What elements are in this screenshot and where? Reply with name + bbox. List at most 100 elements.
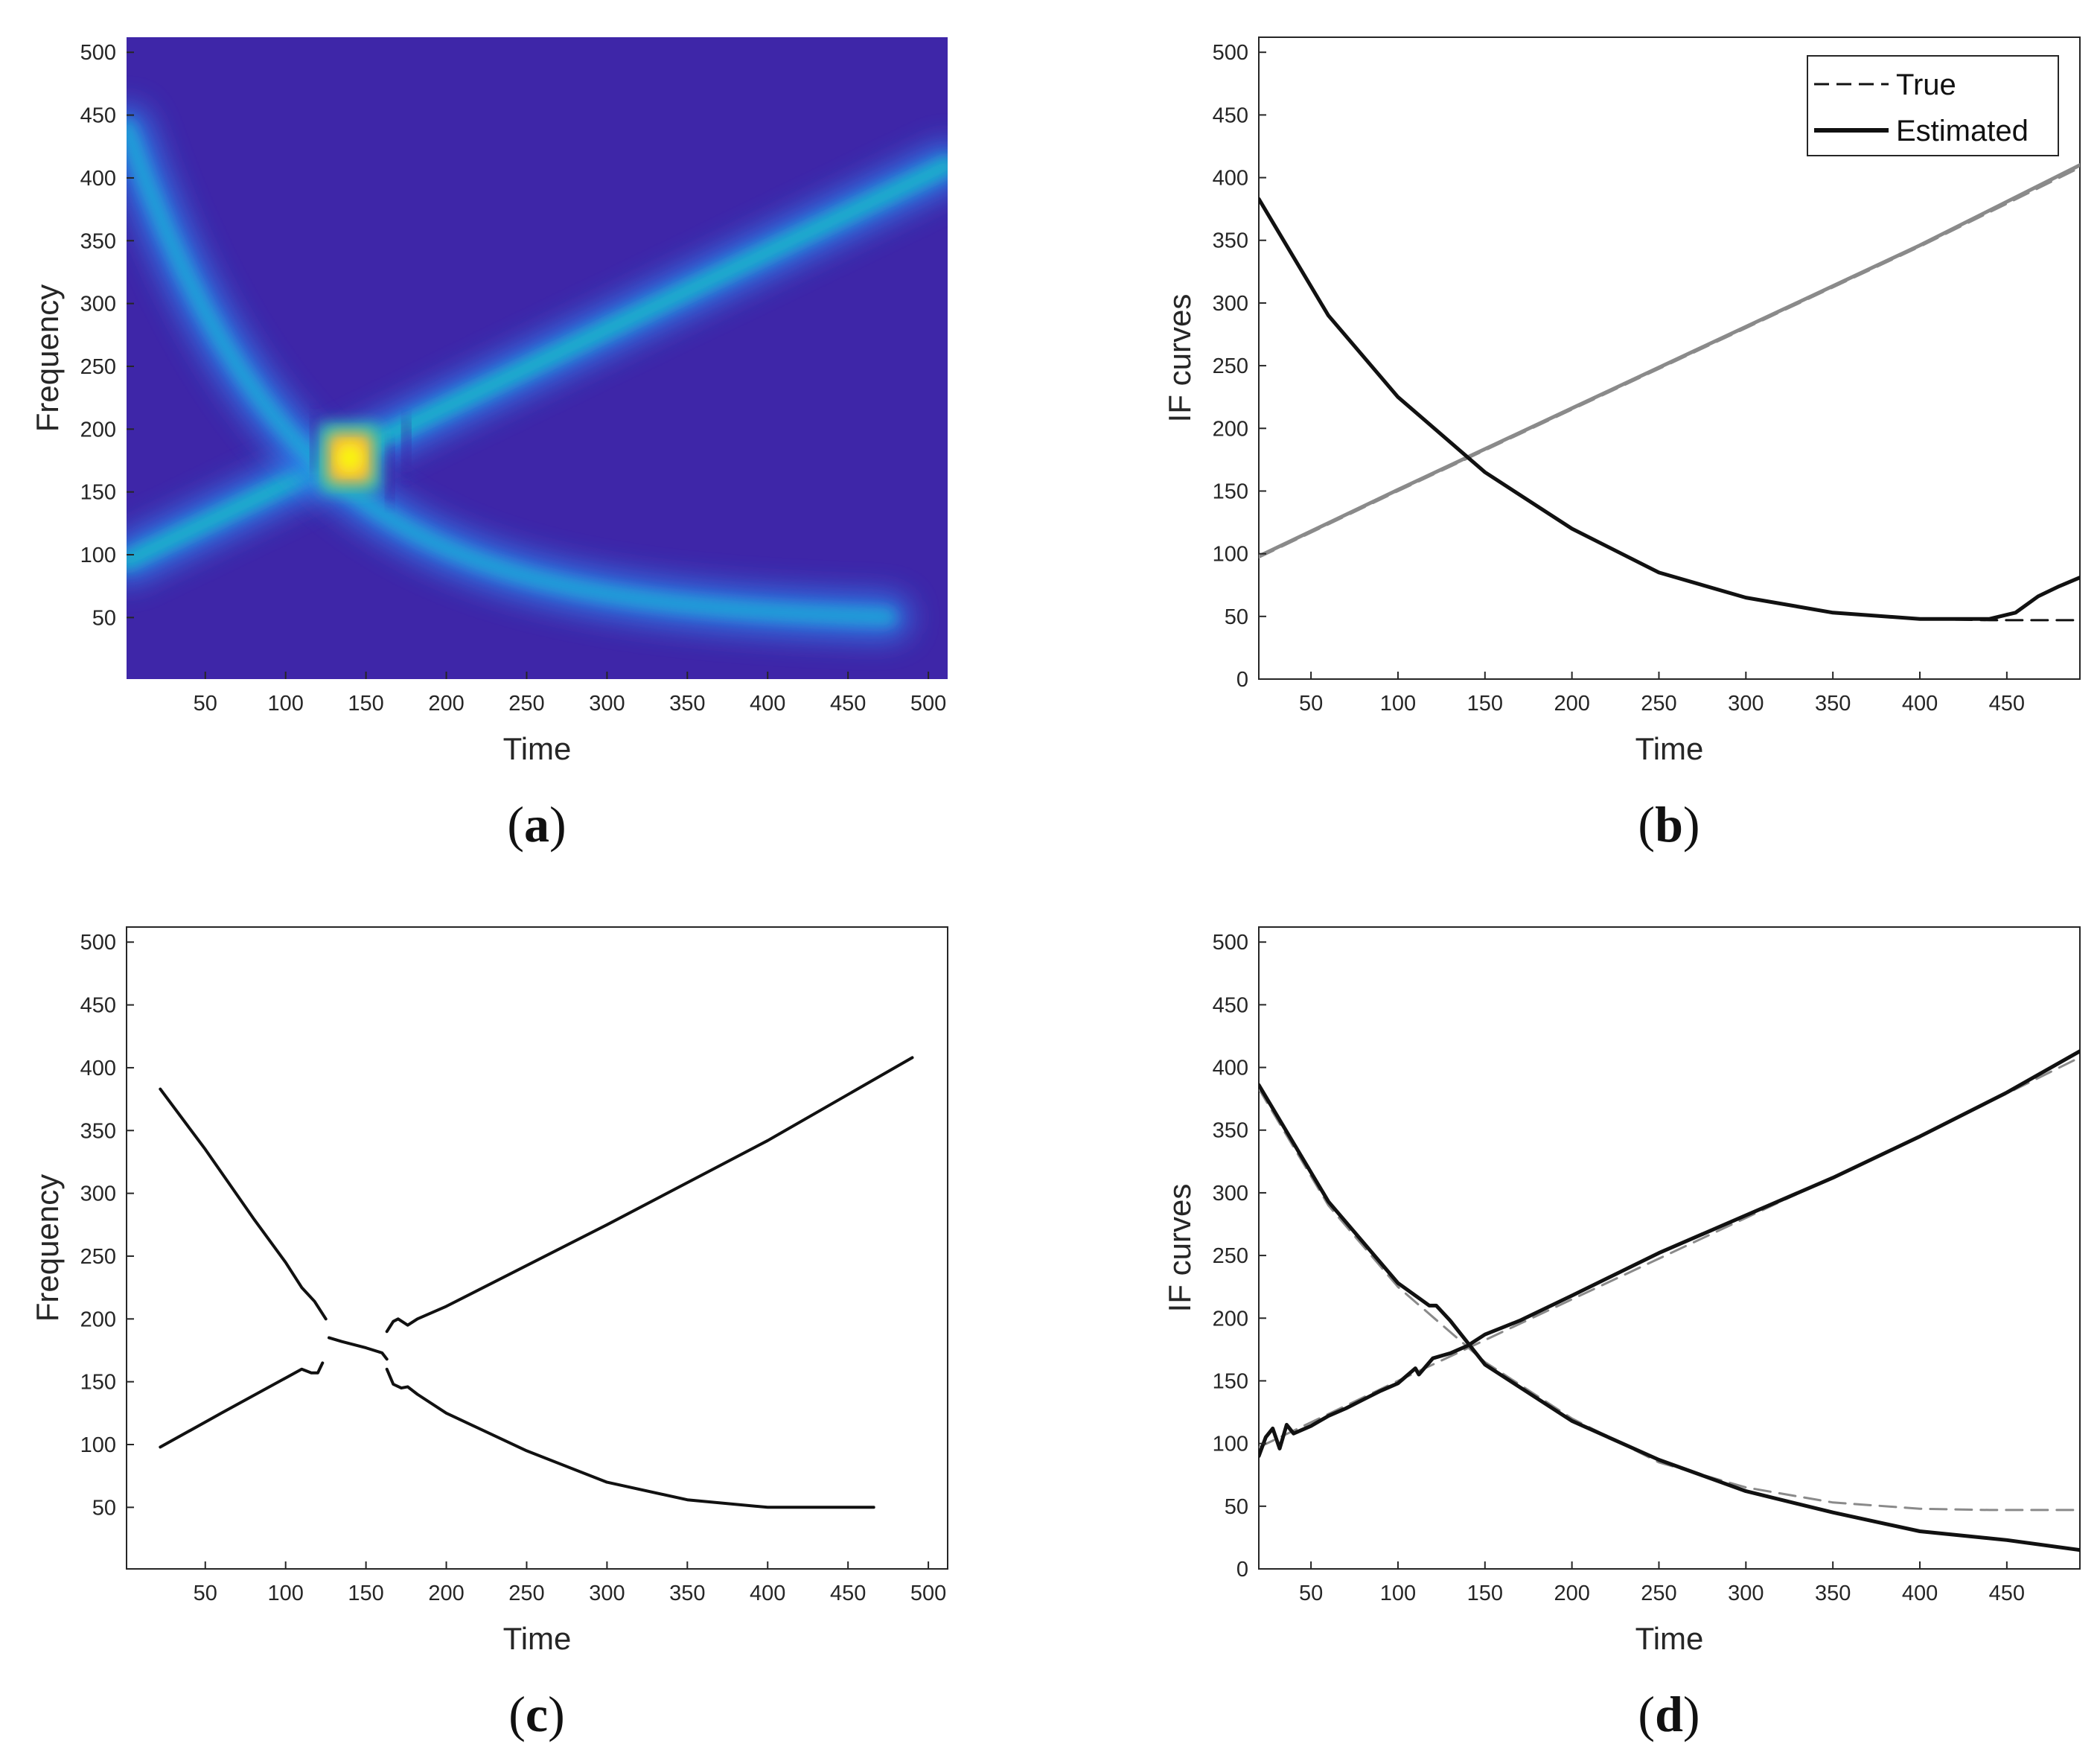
x-tick-label: 500 <box>910 692 946 716</box>
x-tick-label: 200 <box>1554 692 1589 716</box>
series-line-ridge-3 <box>385 1056 914 1334</box>
y-tick-label: 200 <box>80 1308 116 1331</box>
y-tick-label: 400 <box>1213 1057 1248 1080</box>
x-tick-label: 200 <box>1554 1582 1589 1605</box>
y-tick-label: 400 <box>1213 167 1248 191</box>
y-tick-label: 150 <box>1213 480 1248 503</box>
interference-fringe <box>386 445 394 502</box>
x-axis-label: Time <box>1635 731 1704 766</box>
x-tick-label: 50 <box>1299 1582 1323 1605</box>
x-tick-label: 100 <box>1380 692 1416 716</box>
y-tick-label: 0 <box>1236 1558 1248 1582</box>
legend-box <box>1807 55 2059 156</box>
x-tick-label: 50 <box>194 692 217 716</box>
y-tick-label: 500 <box>80 41 116 65</box>
legend-true-label: True <box>1896 69 1956 101</box>
y-tick-label: 100 <box>80 544 116 567</box>
y-axis-label: IF curves <box>1162 1184 1197 1313</box>
x-tick-label: 400 <box>1902 692 1938 716</box>
y-tick-label: 350 <box>80 1119 116 1143</box>
x-tick-label: 350 <box>669 692 705 716</box>
x-tick-label: 400 <box>1902 1582 1938 1605</box>
y-tick-label: 400 <box>80 1057 116 1080</box>
axes-box-c <box>126 926 948 1570</box>
panel-b-if-curves: 50 100 150 200 250 300 350 400 450 0 50 100 150 200 25… <box>1162 36 2081 853</box>
x-tick-label: 100 <box>267 692 303 716</box>
series-line-ridge-2 <box>159 1087 328 1321</box>
series-line-ridge-1 <box>159 1361 325 1449</box>
x-tick-label: 100 <box>1380 1582 1416 1605</box>
x-tick-label: 50 <box>194 1582 217 1605</box>
x-tick-label: 200 <box>428 692 464 716</box>
x-tick-label: 300 <box>1728 692 1764 716</box>
x-tick-label: 450 <box>1989 1582 2025 1605</box>
y-tick-label: 150 <box>1213 1369 1248 1393</box>
y-tick-label: 450 <box>80 994 116 1018</box>
x-tick-label: 200 <box>428 1582 464 1605</box>
y-axis-label: Frequency <box>30 1174 65 1322</box>
y-tick-label: 450 <box>1213 993 1248 1017</box>
panel-d-if-curves: 50 100 150 200 250 300 350 400 450 0 50 100 150 200 25… <box>1162 926 2081 1742</box>
x-tick-label: 300 <box>589 1582 625 1605</box>
y-tick-label: 300 <box>1213 292 1248 316</box>
y-axis-label: Frequency <box>30 284 65 432</box>
x-axis-label: Time <box>503 731 572 766</box>
x-tick-label: 350 <box>1815 692 1851 716</box>
y-tick-label: 250 <box>1213 1244 1248 1268</box>
interference-fringe <box>402 419 410 477</box>
panel-c-ridges: 50 100 150 200 250 300 350 400 450 500 50 100 150 200… <box>30 926 948 1742</box>
series-line-estimated-1 <box>1259 163 2080 558</box>
panel-label-b: (b) <box>1638 796 1700 853</box>
y-tick-label: 250 <box>80 1245 116 1269</box>
y-tick-label: 400 <box>80 167 116 191</box>
panel-label-d: (d) <box>1638 1686 1700 1742</box>
x-axis-label: Time <box>1635 1621 1704 1656</box>
x-tick-label: 300 <box>1728 1582 1764 1605</box>
x-tick-label: 350 <box>669 1582 705 1605</box>
panel-label-c: (c) <box>508 1686 565 1742</box>
x-tick-label: 350 <box>1815 1582 1851 1605</box>
y-tick-label: 350 <box>1213 229 1248 253</box>
y-tick-label: 250 <box>1213 354 1248 378</box>
x-tick-label: 500 <box>910 1582 946 1605</box>
y-tick-label: 50 <box>92 1496 116 1520</box>
x-tick-label: 450 <box>830 1582 866 1605</box>
y-tick-label: 500 <box>80 931 116 955</box>
y-tick-label: 200 <box>80 418 116 442</box>
ridge-increasing-core <box>127 156 948 570</box>
spectrogram-ridges <box>127 105 948 640</box>
x-tick-label: 450 <box>830 692 866 716</box>
y-tick-label: 150 <box>80 481 116 505</box>
y-tick-label: 100 <box>1213 1433 1248 1456</box>
y-tick-label: 350 <box>80 229 116 253</box>
x-tick-label: 100 <box>267 1582 303 1605</box>
series-line-estimated-2 <box>1259 1083 2080 1553</box>
series-line-true-2 <box>1259 1087 2080 1512</box>
panel-a-spectrogram: 50 100 150 200 250 300 350 400 450 500 50 100 150 200… <box>30 37 948 853</box>
y-tick-label: 50 <box>92 606 116 630</box>
interference-fringe <box>310 413 319 471</box>
ridge-decreasing-core <box>127 119 897 625</box>
y-tick-label: 50 <box>1225 1495 1248 1519</box>
y-tick-label: 500 <box>1213 931 1248 955</box>
x-tick-label: 50 <box>1299 692 1323 716</box>
x-tick-label: 250 <box>1641 1582 1676 1605</box>
y-tick-label: 450 <box>1213 104 1248 127</box>
x-tick-label: 400 <box>750 692 785 716</box>
x-tick-label: 150 <box>1467 692 1503 716</box>
x-tick-label: 400 <box>750 1582 785 1605</box>
x-tick-label: 250 <box>508 1582 544 1605</box>
y-tick-label: 300 <box>1213 1182 1248 1206</box>
legend-estimated-label: Estimated <box>1896 115 2029 147</box>
y-tick-label: 450 <box>80 104 116 128</box>
y-tick-label: 250 <box>80 355 116 379</box>
y-tick-label: 150 <box>80 1371 116 1395</box>
x-tick-label: 150 <box>1467 1582 1503 1605</box>
y-tick-label: 200 <box>1213 417 1248 441</box>
y-tick-label: 100 <box>1213 543 1248 567</box>
x-tick-label: 250 <box>1641 692 1676 716</box>
x-tick-label: 150 <box>348 692 383 716</box>
x-tick-label: 250 <box>508 692 544 716</box>
x-axis-label: Time <box>503 1621 572 1656</box>
